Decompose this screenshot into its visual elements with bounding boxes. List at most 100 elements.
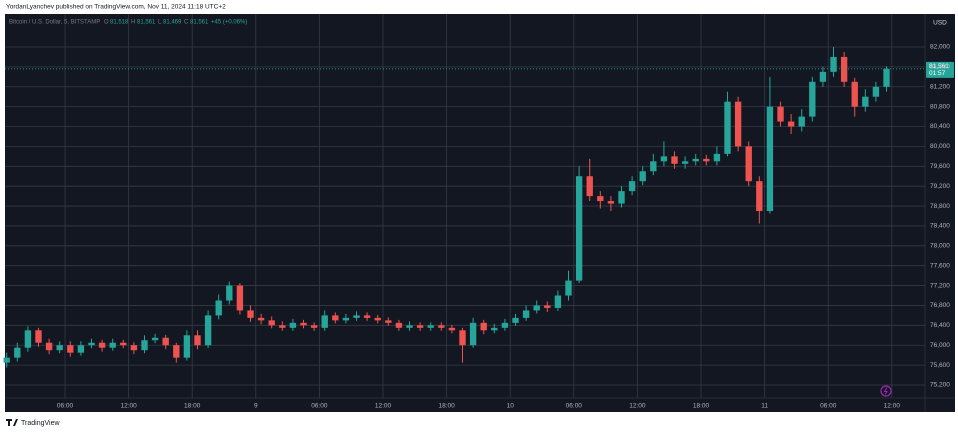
candle-body — [98, 342, 106, 348]
legend-l: 81,469 — [163, 20, 182, 26]
grid — [5, 14, 925, 398]
x-tick-label: 18:00 — [693, 403, 710, 410]
candle-body — [279, 325, 286, 328]
candle-body — [480, 322, 487, 331]
x-tick-label: 9 — [254, 403, 258, 410]
legend-l-label: L — [158, 20, 162, 26]
candle-body — [586, 176, 593, 197]
candle-body — [120, 342, 127, 346]
candle-body — [162, 337, 169, 346]
candle-body — [141, 340, 148, 351]
candle-body — [787, 121, 795, 127]
x-tick-label: 12:00 — [120, 403, 137, 410]
candle-body — [257, 317, 265, 321]
x-tick-label: 12:00 — [884, 403, 901, 410]
candle-body — [385, 320, 392, 323]
candle-body — [204, 315, 212, 346]
candle-body — [491, 327, 498, 331]
candle-body — [416, 325, 424, 328]
candle-body — [109, 342, 116, 348]
candle-body — [77, 345, 85, 353]
y-tick-label: 77,200 — [930, 282, 950, 289]
candle-body — [724, 101, 731, 154]
y-tick-label: 78,800 — [930, 203, 950, 210]
currency-label: USD — [933, 20, 947, 27]
candle-body — [660, 156, 668, 162]
candle-body — [14, 347, 21, 358]
candle-body — [374, 317, 381, 321]
y-tick-label: 76,400 — [930, 322, 950, 329]
legend-c: 81,561 — [190, 20, 209, 26]
brand-logo — [6, 419, 18, 426]
candle-body — [639, 171, 646, 182]
candle-body — [289, 322, 297, 328]
candle-body — [226, 285, 233, 301]
y-tick-label: 81,200 — [930, 83, 950, 90]
candle-body — [809, 81, 816, 117]
x-tick-label: 06:00 — [57, 403, 74, 410]
y-tick-label: 80,800 — [930, 103, 950, 110]
candle-body — [45, 342, 53, 351]
candle-body — [448, 327, 456, 331]
candle-body — [777, 106, 784, 122]
brand-name: TradingView — [21, 420, 60, 427]
candle-body — [247, 310, 254, 318]
legend-o-label: O — [104, 20, 109, 26]
candle-body — [830, 56, 837, 72]
legend-c-label: C — [184, 20, 189, 26]
y-tick-label: 75,200 — [930, 382, 950, 389]
y-tick-label: 78,400 — [930, 223, 950, 230]
candle-body — [607, 201, 615, 204]
candle-body — [671, 156, 678, 164]
candle-body — [215, 300, 222, 316]
candle-body — [597, 196, 604, 202]
y-tick-label: 75,600 — [930, 362, 950, 369]
candle-body — [67, 345, 74, 353]
y-tick-label: 76,000 — [930, 342, 950, 349]
candle-body — [438, 325, 445, 328]
candle-body — [3, 357, 10, 363]
candle-body — [628, 181, 636, 192]
currency-button[interactable] — [926, 16, 954, 29]
y-tick-label: 76,800 — [930, 302, 950, 309]
candle-body — [88, 342, 95, 346]
y-tick-label: 78,000 — [930, 243, 950, 250]
candles — [3, 47, 890, 368]
y-tick-label: 80,400 — [930, 123, 950, 130]
candle-body — [310, 325, 318, 328]
candle-body — [872, 86, 880, 97]
candle-body — [512, 317, 519, 323]
candle-body — [469, 322, 477, 346]
candle-body — [501, 322, 509, 328]
candle-body — [692, 158, 699, 162]
publisher-line: YordanLyanchev published on TradingView.… — [6, 4, 226, 11]
candle-body — [300, 322, 307, 326]
candle-body — [56, 345, 63, 351]
candle-body — [862, 96, 869, 107]
candle-body — [819, 71, 827, 82]
candle-body — [268, 320, 275, 326]
brand: TradingView — [6, 419, 60, 427]
candle-body — [734, 101, 742, 147]
x-tick-label: 18:00 — [184, 403, 201, 410]
candle-body — [522, 310, 530, 318]
candle-body — [173, 345, 180, 358]
symbol-title: Bitcoin / U.S. Dollar, 5, BITSTAMP — [9, 20, 100, 26]
x-tick-label: 18:00 — [438, 403, 455, 410]
legend-h: 81,561 — [137, 20, 156, 26]
chart-background — [5, 14, 955, 412]
candle-body — [756, 181, 763, 212]
candle-body — [745, 146, 752, 182]
candle-body — [236, 285, 244, 311]
candle-body — [533, 305, 540, 311]
candle-body — [427, 325, 434, 328]
y-tick-label: 81,600 — [930, 64, 950, 71]
x-tick-label: 12:00 — [375, 403, 392, 410]
event-icon[interactable] — [880, 385, 892, 397]
x-tick-label: 10 — [507, 403, 515, 410]
x-tick-label: 11 — [761, 403, 768, 410]
candle-body — [883, 68, 890, 87]
last-price-tag — [926, 61, 954, 78]
candle-body — [681, 161, 689, 164]
